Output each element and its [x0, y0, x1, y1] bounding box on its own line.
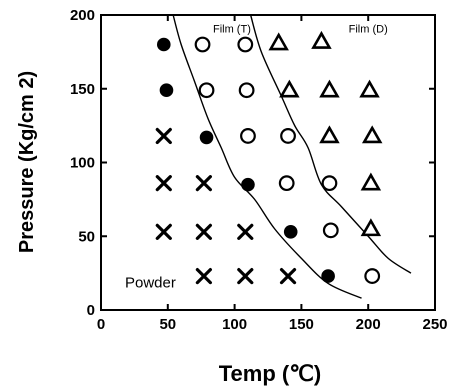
cross-stroke: [195, 267, 212, 285]
filled-circle-point: [159, 83, 174, 98]
y-axis-title: Pressure (Kg/cm 2): [16, 71, 38, 253]
cross-stroke: [237, 267, 254, 285]
y-tick-label: 100: [70, 155, 95, 172]
open-triangle-point: [360, 218, 382, 237]
cross-stroke: [237, 223, 254, 240]
plot-area-border: [100, 14, 436, 311]
cross-point: [279, 267, 297, 285]
filled-circle-point: [199, 130, 214, 145]
x-tick-label: 0: [97, 316, 105, 333]
cross-stroke: [155, 223, 172, 240]
open-circle-point: [237, 36, 254, 53]
x-tick-label: 200: [356, 316, 381, 333]
y-tick-label: 200: [70, 7, 95, 24]
open-triangle-point: [311, 30, 332, 49]
open-circle-point: [240, 128, 256, 144]
cross-point: [237, 223, 254, 240]
x-tick-label: 50: [159, 316, 176, 333]
x-tick-label: 150: [289, 316, 314, 333]
cross-point: [237, 267, 254, 285]
open-triangle-point: [359, 79, 380, 98]
open-triangle-point: [319, 125, 340, 144]
cross-point: [195, 223, 212, 240]
filled-circle-point: [283, 225, 298, 239]
boundary-curve: [249, 14, 412, 274]
open-circle-point: [364, 268, 381, 284]
data-points: [155, 30, 383, 285]
open-triangle-point: [361, 125, 383, 144]
y-tick-label: 0: [87, 302, 95, 319]
cross-point: [155, 127, 172, 145]
x-tick-label: 100: [222, 316, 247, 333]
open-circle-point: [321, 175, 338, 192]
open-circle-point: [278, 175, 295, 192]
cross-stroke: [155, 127, 172, 145]
cross-stroke: [279, 267, 297, 285]
open-circle-point: [322, 222, 339, 239]
filled-circle-point: [156, 37, 171, 52]
open-circle-point: [194, 36, 211, 53]
cross-stroke: [195, 175, 212, 192]
boundary-curves: [172, 14, 412, 299]
filled-circle-point: [321, 269, 335, 283]
x-tick-label: 250: [422, 316, 447, 333]
open-triangle-point: [360, 172, 382, 191]
cross-stroke: [155, 175, 172, 192]
open-triangle-point: [319, 79, 340, 98]
plot-frame: [100, 14, 436, 311]
open-circle-point: [198, 82, 215, 99]
boundary-curve: [172, 14, 362, 299]
cross-point: [155, 175, 172, 192]
filled-circle-point: [241, 177, 255, 192]
x-axis-title: Temp (℃): [219, 361, 322, 386]
film-label: Film (T): [213, 23, 251, 35]
cross-point: [195, 175, 212, 192]
cross-stroke: [195, 223, 212, 240]
open-circle-point: [280, 128, 296, 144]
powder-label: Powder: [125, 274, 176, 291]
cross-point: [195, 267, 212, 285]
film-label: Film (D): [349, 23, 388, 35]
y-tick-label: 50: [78, 228, 95, 245]
y-tick-label: 150: [70, 81, 95, 98]
annotations: Film (T) Film (D) Powder: [125, 23, 388, 291]
open-triangle-point: [279, 79, 300, 98]
cross-point: [155, 223, 172, 240]
axis-ticks: 0 50 100 150 200 250 0 50 100 150 200: [70, 7, 448, 333]
open-triangle-point: [268, 32, 289, 51]
open-circle-point: [238, 82, 255, 99]
